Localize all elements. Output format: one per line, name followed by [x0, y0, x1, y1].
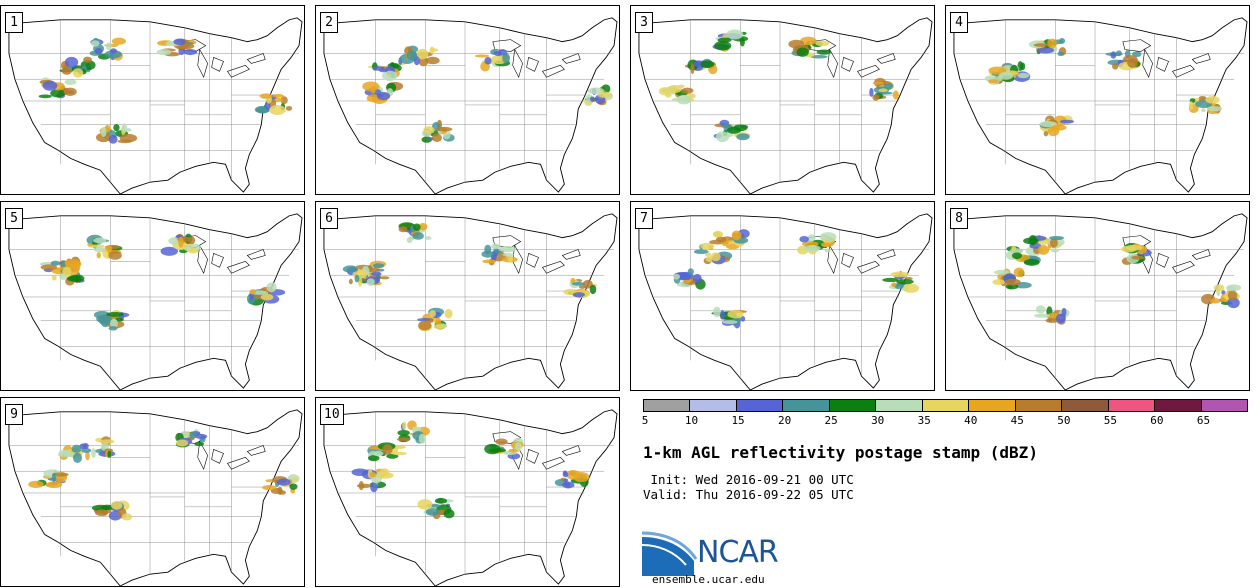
- colorbar-tick-labels: 5 10 15 20 25 30 35 40 45 50 55 60 65: [641, 414, 1248, 428]
- ensemble-member-panel-7: 7: [630, 201, 935, 391]
- colorbar-tick-label: 15: [731, 414, 745, 427]
- member-label: 5: [5, 208, 23, 229]
- ensemble-member-panel-8: 8: [945, 201, 1250, 391]
- colorbar-segment: [969, 400, 1016, 411]
- member-label: 6: [320, 208, 338, 229]
- basemap: [638, 17, 933, 194]
- colorbar-segment: [783, 400, 830, 411]
- colorbar-segment: [1108, 400, 1156, 411]
- colorbar-tick-label: 35: [917, 414, 931, 427]
- reflectivity-colorbar: [643, 399, 1248, 412]
- ncar-logo-text: NCAR: [697, 535, 779, 570]
- colorbar-segment: [736, 400, 784, 411]
- colorbar-tick-label: 10: [684, 414, 699, 427]
- member-label: 7: [635, 208, 653, 229]
- colorbar-segment: [1062, 400, 1109, 411]
- colorbar-segment: [876, 400, 923, 411]
- colorbar-segment: [690, 400, 737, 411]
- member-label: 4: [950, 12, 968, 33]
- ensemble-member-panel-9: 9: [0, 397, 305, 587]
- basemap: [638, 213, 933, 390]
- colorbar-tick-label: 55: [1103, 414, 1117, 427]
- basemap: [953, 213, 1248, 390]
- colorbar-segment: [644, 400, 691, 411]
- basemap: [323, 409, 618, 586]
- member-label: 2: [320, 12, 338, 33]
- basemap: [323, 17, 618, 194]
- product-title: 1-km AGL reflectivity postage stamp (dBZ…: [643, 443, 1038, 462]
- ensemble-member-panel-4: 4: [945, 5, 1250, 195]
- init-time: Init: Wed 2016-09-21 00 UTC: [643, 472, 854, 487]
- basemap: [953, 17, 1248, 194]
- ensemble-member-panel-10: 10: [315, 397, 620, 587]
- basemap: [8, 213, 303, 390]
- colorbar-tick-label: 25: [824, 414, 838, 427]
- colorbar-segment: [922, 400, 970, 411]
- colorbar-segment: [1201, 400, 1248, 411]
- ensemble-member-panel-2: 2: [315, 5, 620, 195]
- member-label: 3: [635, 12, 653, 33]
- ensemble-member-panel-5: 5: [0, 201, 305, 391]
- ensemble-member-panel-3: 3: [630, 5, 935, 195]
- basemap: [323, 213, 618, 390]
- colorbar-tick-label: 45: [1010, 414, 1024, 427]
- colorbar-tick-label: 30: [871, 414, 885, 427]
- basemap: [8, 17, 303, 194]
- valid-time: Valid: Thu 2016-09-22 05 UTC: [643, 487, 854, 502]
- colorbar-segment: [829, 400, 877, 411]
- colorbar-tick-label: 50: [1057, 414, 1071, 427]
- member-label: 10: [320, 404, 344, 425]
- colorbar-tick-label: 5: [641, 414, 649, 427]
- ensemble-member-panel-6: 6: [315, 201, 620, 391]
- ensemble-member-panel-1: 1: [0, 5, 305, 195]
- colorbar-tick-label: 20: [777, 414, 792, 427]
- colorbar-tick-label: 60: [1150, 414, 1164, 427]
- member-label: 1: [5, 12, 23, 33]
- member-label: 9: [5, 404, 23, 425]
- basemap: [8, 409, 303, 586]
- member-label: 8: [950, 208, 968, 229]
- colorbar-tick-label: 65: [1196, 414, 1211, 427]
- colorbar-segment: [1015, 400, 1063, 411]
- ncar-logo-icon: [642, 531, 698, 576]
- colorbar-tick-label: 40: [964, 414, 978, 427]
- colorbar-segment: [1155, 400, 1202, 411]
- site-url: ensemble.ucar.edu: [652, 573, 765, 586]
